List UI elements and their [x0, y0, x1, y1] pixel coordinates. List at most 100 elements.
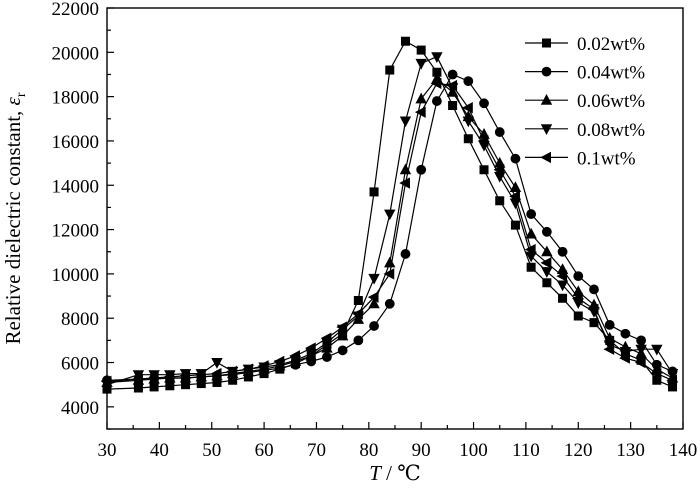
- data-point: [524, 243, 536, 256]
- data-point: [650, 367, 662, 380]
- y-axis-title: Relative dielectric constant, εr: [1, 92, 29, 344]
- y-tick-label: 6000: [61, 354, 99, 375]
- x-axis-title-unit: / ℃: [381, 461, 421, 485]
- x-axis-title-symbol: T: [369, 461, 382, 485]
- legend-marker: [540, 124, 553, 136]
- legend-item: 0.06wt%: [525, 91, 645, 112]
- data-point: [368, 273, 380, 285]
- data-point: [416, 45, 426, 55]
- data-point: [369, 321, 379, 331]
- data-point: [320, 332, 332, 344]
- legend-label: 0.06wt%: [577, 91, 645, 112]
- data-point: [479, 98, 489, 109]
- y-axis-title-subscript: r: [14, 92, 29, 97]
- data-point: [510, 220, 520, 230]
- x-tick-label: 120: [564, 440, 593, 461]
- x-tick-label: 70: [307, 440, 326, 461]
- legend-marker: [541, 38, 551, 48]
- data-point: [556, 280, 569, 292]
- legend-marker: [540, 151, 552, 164]
- y-tick-label: 4000: [61, 398, 99, 419]
- y-tick-label: 18000: [52, 88, 100, 109]
- data-point: [572, 292, 583, 304]
- data-point: [257, 360, 269, 372]
- legend-label: 0.04wt%: [577, 63, 645, 84]
- legend-label: 0.08wt%: [577, 120, 645, 141]
- data-point: [477, 135, 489, 147]
- x-tick-label: 130: [616, 440, 645, 461]
- data-point: [541, 226, 552, 237]
- data-point: [462, 116, 475, 128]
- legend-marker: [540, 93, 553, 105]
- data-point: [352, 308, 363, 320]
- data-point: [556, 270, 568, 282]
- data-point: [479, 165, 489, 175]
- y-tick-label: 8000: [61, 309, 99, 330]
- data-point: [336, 321, 348, 333]
- data-point: [400, 36, 410, 46]
- data-point: [226, 365, 238, 378]
- data-point: [304, 342, 316, 354]
- legend-marker: [541, 66, 552, 77]
- data-point: [367, 291, 379, 303]
- y-axis-title-symbol: ε: [1, 96, 25, 105]
- data-point: [147, 372, 159, 384]
- data-point: [635, 344, 647, 356]
- x-tick-label: 30: [98, 440, 117, 461]
- data-point: [384, 298, 395, 309]
- x-tick-label: 140: [669, 440, 698, 461]
- x-tick-label: 110: [512, 440, 540, 461]
- data-point: [132, 373, 143, 385]
- x-tick-label: 90: [412, 440, 431, 461]
- series-layer: [100, 36, 679, 394]
- y-axis-title-text: Relative dielectric constant,: [1, 105, 25, 344]
- data-point: [541, 245, 553, 257]
- data-point: [619, 346, 632, 358]
- data-point: [322, 352, 332, 362]
- data-point: [384, 256, 396, 268]
- y-tick-label: 10000: [52, 265, 100, 286]
- y-tick-label: 22000: [52, 0, 100, 20]
- data-point: [493, 164, 505, 176]
- data-point: [557, 246, 568, 257]
- data-point: [509, 190, 520, 203]
- data-point: [289, 350, 301, 362]
- data-point: [210, 367, 222, 380]
- data-point: [666, 374, 678, 386]
- data-point: [431, 52, 443, 63]
- data-point: [416, 164, 427, 175]
- data-point: [385, 65, 395, 75]
- data-point: [526, 262, 536, 272]
- data-point: [399, 177, 410, 189]
- data-point: [666, 369, 679, 380]
- x-tick-label: 100: [459, 440, 488, 461]
- data-point: [589, 284, 599, 295]
- data-point: [399, 116, 412, 128]
- series-2: [102, 69, 678, 386]
- data-point: [431, 96, 442, 106]
- data-point: [604, 319, 615, 330]
- data-point: [415, 92, 427, 104]
- y-tick-label: 12000: [52, 221, 100, 242]
- data-point: [337, 345, 348, 356]
- data-point: [636, 335, 647, 346]
- x-tick-label: 80: [359, 440, 378, 461]
- data-point: [383, 268, 395, 280]
- data-point: [447, 69, 458, 80]
- data-point: [368, 297, 380, 309]
- y-tick-label: 16000: [52, 132, 100, 153]
- data-point: [414, 106, 426, 118]
- data-point: [369, 187, 379, 197]
- data-point: [589, 318, 599, 328]
- data-point: [353, 295, 363, 305]
- data-point: [573, 311, 583, 321]
- legend-item: 0.04wt%: [525, 63, 645, 84]
- data-point: [384, 209, 396, 221]
- legend: 0.02wt% 0.04wt% 0.06wt% 0.08wt% 0.1wt%: [525, 34, 645, 169]
- data-point: [462, 102, 473, 114]
- x-tick-label: 60: [255, 440, 274, 461]
- data-point: [495, 196, 505, 206]
- y-tick-label: 14000: [52, 176, 100, 197]
